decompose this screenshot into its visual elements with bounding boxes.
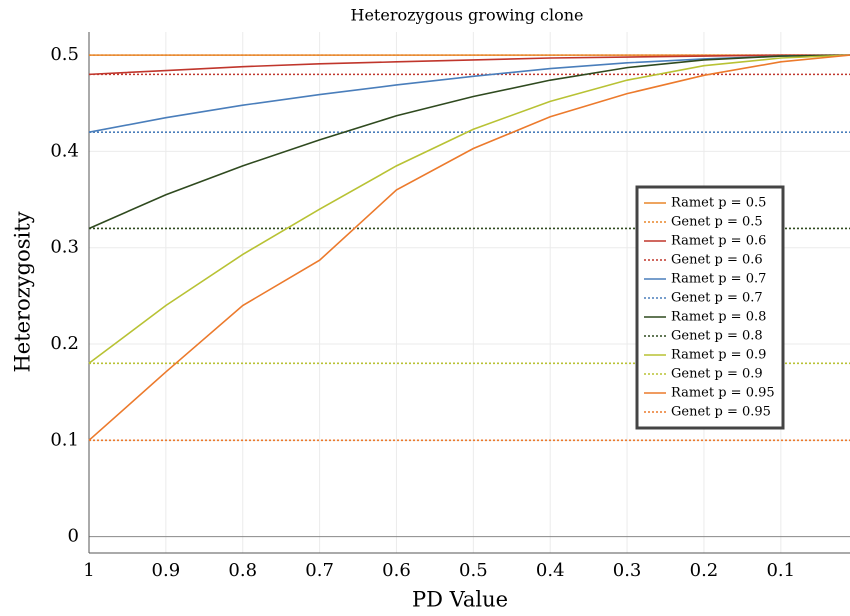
legend-label: Ramet p = 0.6	[671, 234, 766, 249]
legend-label: Genet p = 0.9	[671, 367, 763, 382]
series-line	[88, 54, 850, 441]
series-line	[88, 54, 850, 364]
x-tick-label: 0.5	[459, 560, 488, 581]
legend-box	[635, 185, 785, 430]
series-line	[88, 54, 850, 76]
x-tick-label: 0.9	[152, 560, 181, 581]
y-tick-label: 0.1	[50, 429, 79, 450]
x-tick-label: 0.7	[305, 560, 334, 581]
legend-label: Genet p = 0.7	[671, 291, 763, 306]
x-tick-label: 0.4	[536, 560, 565, 581]
legend-label: Ramet p = 0.9	[671, 348, 766, 363]
legend-label: Ramet p = 0.5	[671, 196, 766, 211]
y-tick-label: 0.2	[50, 333, 79, 354]
chart-title: Heterozygous growing clone	[351, 6, 584, 25]
legend-label: Genet p = 0.6	[671, 253, 763, 268]
legend-label: Ramet p = 0.7	[671, 272, 766, 287]
x-tick-label: 0.2	[690, 560, 719, 581]
legend-label: Genet p = 0.5	[671, 215, 763, 230]
series-line	[88, 54, 850, 230]
legend-label: Genet p = 0.8	[671, 329, 763, 344]
legend-label: Genet p = 0.95	[671, 405, 771, 420]
x-tick-label: 0.8	[228, 560, 257, 581]
x-tick-label: 0.6	[382, 560, 411, 581]
legend-label: Ramet p = 0.95	[671, 386, 775, 401]
y-tick-label: 0.5	[50, 44, 79, 65]
series-line	[88, 54, 850, 133]
x-tick-label: 1	[83, 560, 94, 581]
x-tick-label: 0.1	[766, 560, 795, 581]
x-axis-label: PD Value	[412, 588, 508, 612]
x-tick-label: 0.3	[613, 560, 642, 581]
legend: Ramet p = 0.5 Genet p = 0.5 Ramet p = 0.6 G…	[635, 185, 785, 430]
y-axis-label: Heterozygosity	[11, 211, 35, 372]
y-tick-label: 0	[68, 526, 79, 547]
y-tick-label: 0.3	[50, 237, 79, 258]
y-tick-label: 0.4	[50, 140, 79, 161]
legend-label: Ramet p = 0.8	[671, 310, 766, 325]
